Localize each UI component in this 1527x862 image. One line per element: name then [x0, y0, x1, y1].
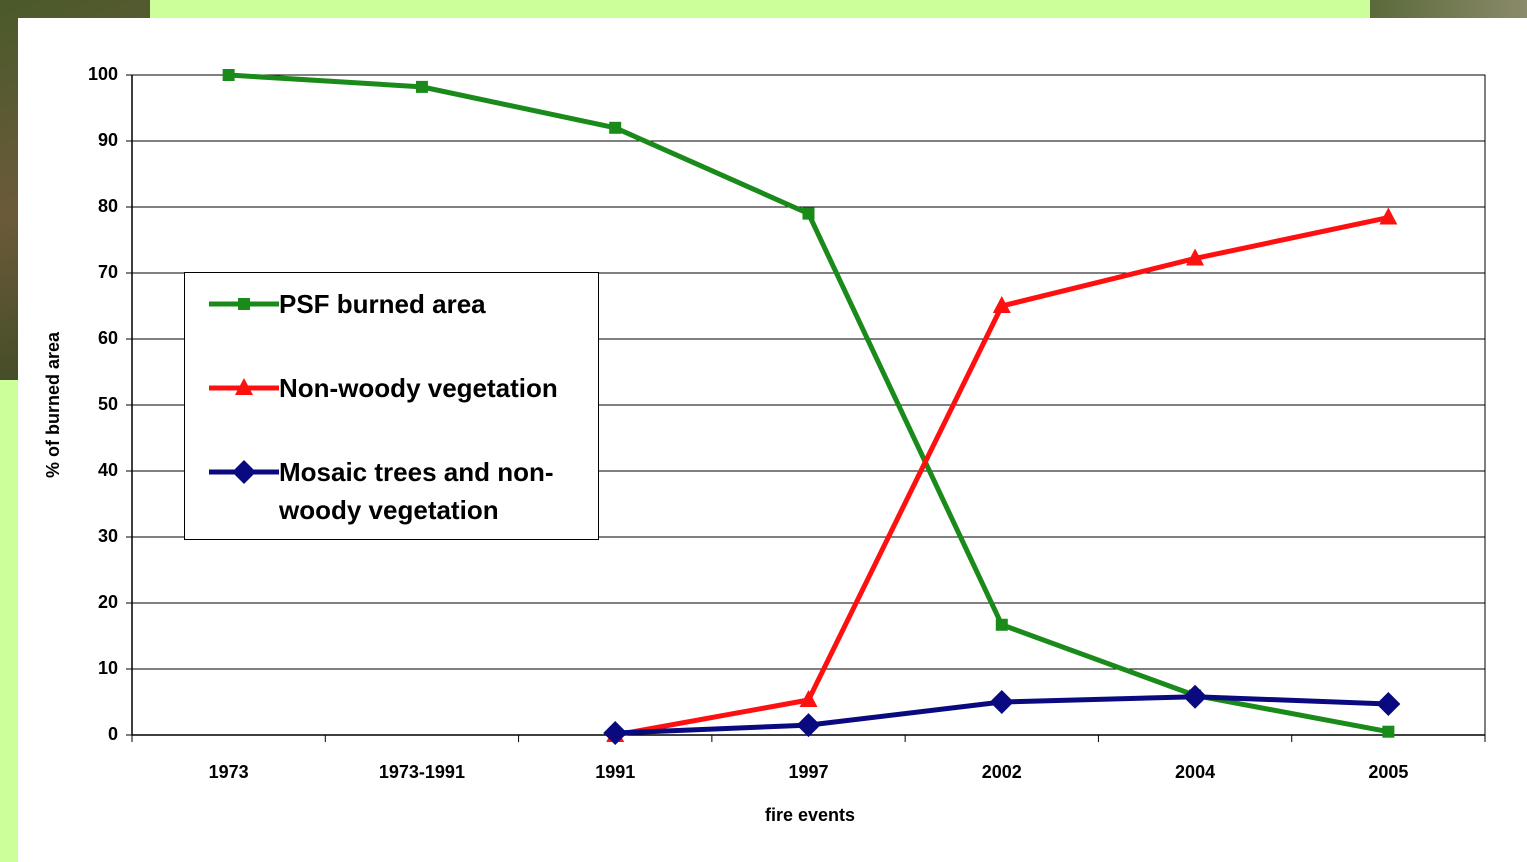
marker	[222, 69, 235, 81]
marker	[415, 80, 428, 93]
marker	[1186, 248, 1205, 266]
marker	[232, 460, 256, 484]
legend-label: Non-woody vegetation	[279, 373, 558, 403]
x-tick-label: 2002	[982, 762, 1022, 782]
x-axis-title: fire events	[765, 805, 855, 825]
legend: PSF burned area Non-woody vegetation Mosai…	[184, 272, 599, 540]
legend-item: Mosaic trees and non-woody vegetation	[185, 453, 598, 537]
x-tick-label: 1997	[788, 762, 828, 782]
x-tick-label: 1973-1991	[379, 762, 465, 782]
marker	[992, 296, 1011, 313]
y-tick-label: 40	[98, 460, 118, 480]
marker	[796, 713, 821, 738]
legend-label: Mosaic trees and non-woody vegetation	[279, 457, 554, 525]
marker	[238, 298, 250, 310]
x-tick-label: 1973	[209, 762, 249, 782]
legend-label: PSF burned area	[279, 289, 486, 319]
marker	[989, 690, 1014, 714]
x-tick-label: 2004	[1175, 762, 1215, 782]
marker	[1382, 725, 1395, 738]
y-tick-label: 10	[98, 658, 118, 678]
y-tick-label: 50	[98, 394, 118, 414]
marker	[799, 690, 818, 708]
y-axis-title: % of burned area	[43, 331, 63, 478]
marker	[609, 121, 622, 134]
y-tick-label: 60	[98, 328, 118, 348]
legend-swatch	[209, 460, 279, 484]
x-tick-label: 2005	[1368, 762, 1408, 782]
legend-swatch	[209, 298, 279, 310]
y-tick-label: 30	[98, 526, 118, 546]
y-tick-label: 20	[98, 592, 118, 612]
marker	[995, 618, 1008, 631]
y-tick-label: 0	[108, 724, 118, 744]
legend-item: Non-woody vegetation	[185, 369, 598, 453]
marker	[235, 378, 253, 395]
legend-swatch	[209, 378, 279, 395]
x-tick-label: 1991	[595, 762, 635, 782]
y-tick-label: 70	[98, 262, 118, 282]
marker	[1183, 684, 1208, 709]
y-tick-label: 100	[88, 64, 118, 84]
y-tick-label: 80	[98, 196, 118, 216]
marker	[603, 721, 628, 746]
photo	[1370, 0, 1527, 18]
marker	[1376, 691, 1401, 716]
marker	[1379, 207, 1398, 225]
y-tick-label: 90	[98, 130, 118, 150]
marker	[802, 207, 815, 220]
legend-item: PSF burned area	[185, 285, 598, 369]
